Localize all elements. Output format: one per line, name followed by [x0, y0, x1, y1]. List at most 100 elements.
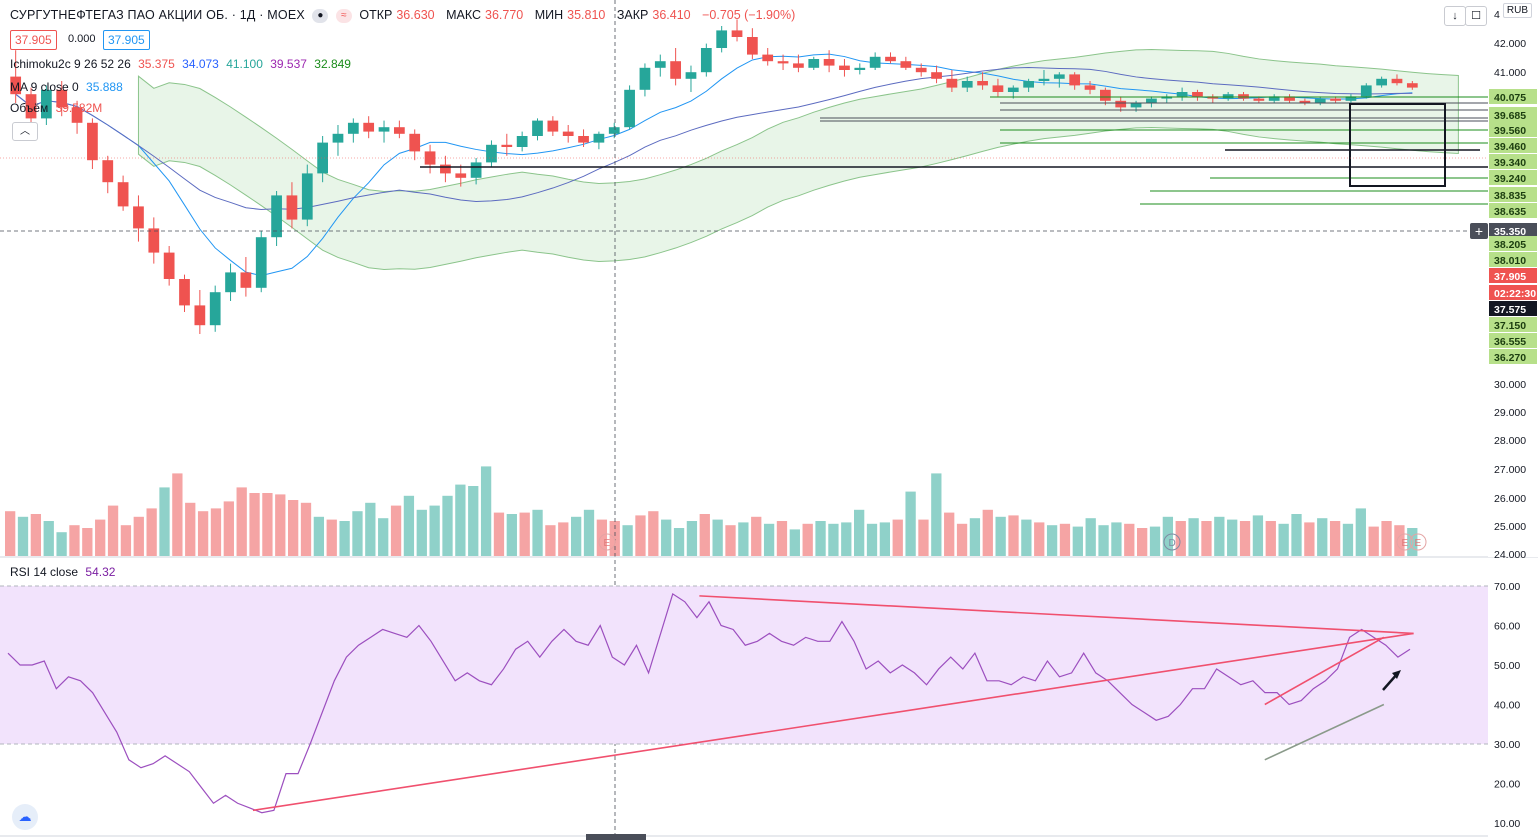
ask-price-box[interactable]: 37.905 — [103, 30, 150, 50]
candle-body — [1345, 96, 1357, 101]
volume-bar — [1124, 523, 1135, 556]
candle-body — [946, 78, 958, 88]
candle-body — [1253, 98, 1265, 101]
candle-body — [148, 228, 160, 253]
price-tick-label: 38.010 — [1494, 255, 1526, 267]
price-label-bg — [1489, 285, 1537, 300]
volume-bar — [1252, 515, 1264, 556]
candle-body — [470, 162, 482, 178]
volume-bar — [288, 500, 299, 556]
ichimoku-value: 41.100 — [226, 57, 263, 71]
volume-bar — [596, 519, 608, 556]
rsi-pane[interactable] — [0, 585, 1488, 814]
candle-body — [56, 89, 68, 108]
ohlc-low: МИН 35.810 — [534, 8, 606, 22]
volume-bar — [673, 528, 685, 556]
ma-legend[interactable]: MA 9 close 0 35.888 — [10, 80, 127, 94]
maximize-icon[interactable]: ☐ — [1465, 6, 1487, 26]
candle-body — [1406, 83, 1418, 88]
price-tick-label: 28.000 — [1494, 435, 1526, 447]
volume-bar — [275, 494, 286, 556]
candle-body — [746, 37, 758, 55]
horizontal-levels — [420, 96, 1488, 205]
candle-body — [1330, 98, 1341, 101]
volume-bar — [1355, 508, 1366, 556]
volume-bar — [982, 509, 993, 556]
main-pane[interactable] — [0, 19, 1488, 556]
ichimoku-legend[interactable]: Ichimoku2c 9 26 52 26 35.375 34.073 41.1… — [10, 57, 355, 71]
bid-price-box[interactable]: 37.905 — [10, 30, 57, 50]
ichimoku-label: Ichimoku2c 9 26 52 26 — [10, 57, 131, 71]
candle-body — [1007, 87, 1019, 92]
volume-bar — [262, 493, 273, 556]
price-candles — [10, 19, 1418, 334]
volume-bar — [944, 512, 955, 556]
rsi-trendlines[interactable] — [252, 595, 1414, 812]
candle-body — [1069, 74, 1081, 86]
volume-bar — [365, 502, 376, 556]
candle-body — [255, 237, 267, 288]
volume-bar — [146, 508, 157, 556]
price-tick-label: 39.240 — [1494, 173, 1526, 185]
candle-body — [117, 182, 129, 207]
rsi-axis[interactable]: 70.00 60.00 50.00 40.00 30.00 20.00 10.00 — [1488, 558, 1538, 840]
time-axis[interactable] — [0, 834, 1488, 840]
price-axis[interactable]: 42.000 41.000 40.075 39.685 39.560 39.460 39.3… — [1488, 0, 1538, 561]
candle-body — [977, 81, 988, 86]
event-marker-label: E — [1415, 538, 1422, 549]
volume-bar — [1394, 525, 1405, 556]
ohlc-close: ЗАКР 36.410 — [616, 8, 691, 22]
selection-rectangle[interactable] — [1349, 103, 1446, 187]
volume-bar — [1008, 515, 1019, 556]
candle-body — [1376, 78, 1388, 86]
price-change: −0.705 (−1.90%) — [702, 8, 796, 22]
price-tick-label: 37.150 — [1494, 320, 1526, 332]
candle-body — [654, 61, 666, 68]
volume-bar — [185, 502, 196, 556]
price-tick-label: 38.635 — [1494, 206, 1526, 218]
volume-bar — [120, 525, 132, 556]
ichimoku-value: 35.375 — [138, 57, 175, 71]
price-tick-label: 25.000 — [1494, 521, 1526, 533]
candle-body — [931, 72, 942, 79]
candle-body — [1084, 85, 1096, 90]
price-tick-label: 4 — [1494, 9, 1500, 21]
price-label-bg — [1489, 333, 1537, 348]
volume-bar — [686, 521, 698, 556]
compare-icon[interactable]: ≈ — [335, 8, 352, 23]
volume-bar — [43, 521, 54, 556]
candle-body — [87, 122, 98, 161]
candle-body — [317, 142, 329, 174]
volume-bar — [661, 519, 672, 556]
volume-legend[interactable]: Объём 39.582M — [10, 101, 106, 115]
arrow-down-icon[interactable]: ↓ — [1444, 6, 1466, 26]
currency-label[interactable]: RUB — [1502, 3, 1532, 18]
candle-body — [1115, 100, 1127, 108]
volume-bar — [956, 523, 968, 556]
visibility-toggle-icon[interactable]: ● — [312, 8, 329, 23]
volume-bar — [1407, 528, 1418, 556]
candle-body — [900, 61, 912, 68]
volume-bar — [378, 518, 389, 556]
candle-body — [1222, 94, 1234, 99]
price-label-bg — [1489, 89, 1537, 104]
volume-bar — [712, 519, 723, 556]
spread-value: 0.000 — [68, 33, 96, 45]
add-alert-plus-icon[interactable]: + — [1470, 223, 1488, 239]
candle-body — [286, 195, 298, 220]
symbol-title[interactable]: СУРГУТНЕФТЕГАЗ ПАО АКЦИИ ОБ. · 1Д · MOEX — [10, 8, 305, 22]
volume-bar — [1227, 519, 1238, 556]
tradingview-logo-icon[interactable]: ☁ — [12, 804, 38, 830]
price-tick-label: 41.000 — [1494, 67, 1526, 79]
collapse-legend-button[interactable]: ︿ — [12, 122, 38, 141]
candle-body — [393, 127, 405, 134]
volume-bar — [545, 525, 556, 556]
volume-bar — [223, 501, 234, 556]
event-marker-label: E — [604, 538, 611, 549]
price-label-bg — [1489, 236, 1537, 251]
rsi-legend[interactable]: RSI 14 close 54.32 — [10, 565, 119, 579]
candle-body — [869, 56, 881, 68]
candle-body — [624, 89, 635, 128]
